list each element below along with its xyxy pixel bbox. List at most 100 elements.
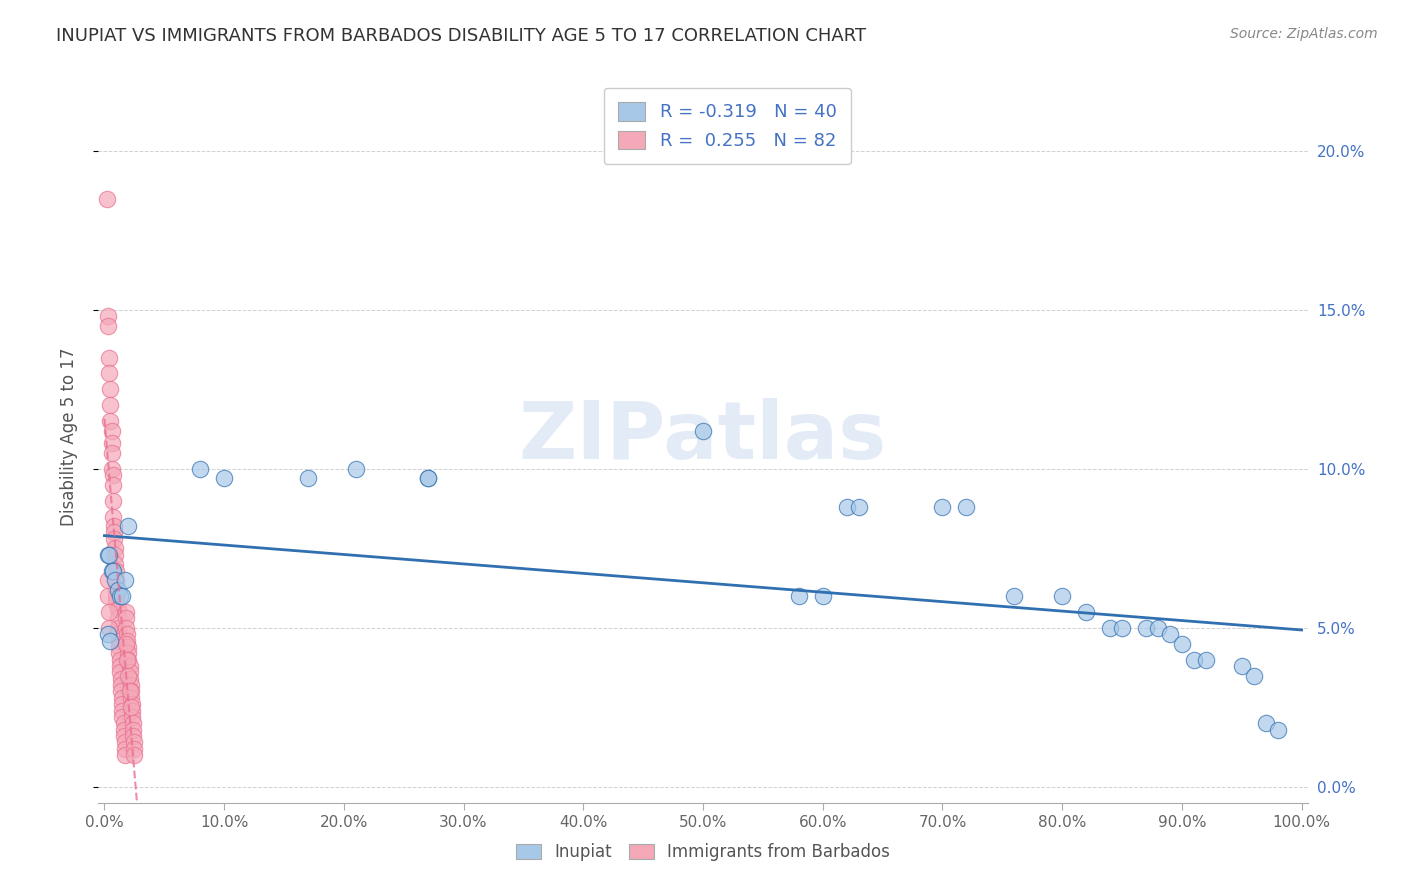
Point	[108, 659, 131, 673]
Point	[108, 665, 131, 680]
Point	[1002, 589, 1025, 603]
Point	[122, 716, 145, 731]
Point	[98, 605, 121, 619]
Point	[114, 573, 136, 587]
Point	[122, 723, 145, 737]
Point	[101, 493, 124, 508]
Point	[955, 500, 977, 514]
Point	[111, 697, 134, 711]
Point	[344, 462, 367, 476]
Point	[112, 723, 135, 737]
Point	[97, 548, 120, 562]
Point	[188, 462, 211, 476]
Point	[115, 611, 138, 625]
Point	[97, 310, 120, 324]
Point	[111, 710, 134, 724]
Point	[112, 729, 135, 743]
Point	[105, 564, 128, 578]
Point	[1074, 605, 1097, 619]
Point	[111, 690, 134, 705]
Point	[97, 318, 120, 333]
Point	[1182, 653, 1205, 667]
Point	[120, 690, 142, 705]
Point	[112, 716, 135, 731]
Point	[100, 424, 122, 438]
Point	[1111, 621, 1133, 635]
Point	[117, 519, 139, 533]
Text: Source: ZipAtlas.com: Source: ZipAtlas.com	[1230, 27, 1378, 41]
Point	[111, 704, 134, 718]
Point	[101, 509, 124, 524]
Point	[100, 446, 122, 460]
Point	[100, 383, 122, 397]
Point	[108, 653, 131, 667]
Point	[811, 589, 834, 603]
Point	[100, 398, 122, 412]
Point	[98, 351, 121, 365]
Point	[114, 748, 136, 763]
Point	[115, 637, 138, 651]
Point	[100, 436, 122, 450]
Point	[105, 573, 128, 587]
Point	[111, 589, 134, 603]
Text: ZIPatlas: ZIPatlas	[519, 398, 887, 476]
Point	[107, 582, 129, 597]
Point	[100, 633, 122, 648]
Point	[98, 621, 121, 635]
Point	[117, 653, 139, 667]
Point	[103, 525, 125, 540]
Point	[115, 633, 138, 648]
Point	[120, 700, 142, 714]
Point	[212, 471, 235, 485]
Point	[101, 564, 124, 578]
Point	[110, 684, 132, 698]
Point	[1254, 716, 1277, 731]
Point	[1159, 627, 1181, 641]
Point	[114, 741, 136, 756]
Point	[107, 640, 129, 654]
Point	[107, 602, 129, 616]
Point	[848, 500, 870, 514]
Point	[114, 735, 136, 749]
Point	[1135, 621, 1157, 635]
Point	[107, 621, 129, 635]
Point	[100, 564, 122, 578]
Point	[117, 646, 139, 660]
Text: INUPIAT VS IMMIGRANTS FROM BARBADOS DISABILITY AGE 5 TO 17 CORRELATION CHART: INUPIAT VS IMMIGRANTS FROM BARBADOS DISA…	[56, 27, 866, 45]
Point	[787, 589, 810, 603]
Point	[1099, 621, 1122, 635]
Point	[1171, 637, 1194, 651]
Point	[107, 611, 129, 625]
Point	[110, 672, 132, 686]
Point	[297, 471, 319, 485]
Point	[98, 548, 121, 562]
Point	[100, 414, 122, 428]
Point	[835, 500, 858, 514]
Point	[416, 471, 439, 485]
Point	[105, 595, 128, 609]
Point	[1243, 668, 1265, 682]
Point	[1147, 621, 1170, 635]
Point	[103, 519, 125, 533]
Point	[118, 672, 141, 686]
Point	[107, 627, 129, 641]
Point	[1050, 589, 1073, 603]
Point	[120, 684, 142, 698]
Point	[104, 548, 127, 562]
Point	[115, 653, 138, 667]
Point	[96, 192, 118, 206]
Point	[118, 665, 141, 680]
Point	[118, 684, 141, 698]
Point	[107, 633, 129, 648]
Point	[1230, 659, 1253, 673]
Point	[692, 424, 714, 438]
Point	[107, 646, 129, 660]
Legend: Inupiat, Immigrants from Barbados: Inupiat, Immigrants from Barbados	[509, 837, 897, 868]
Point	[122, 729, 145, 743]
Point	[120, 678, 142, 692]
Point	[98, 367, 121, 381]
Point	[104, 573, 127, 587]
Point	[97, 573, 120, 587]
Y-axis label: Disability Age 5 to 17: Disability Age 5 to 17	[59, 348, 77, 526]
Point	[121, 710, 143, 724]
